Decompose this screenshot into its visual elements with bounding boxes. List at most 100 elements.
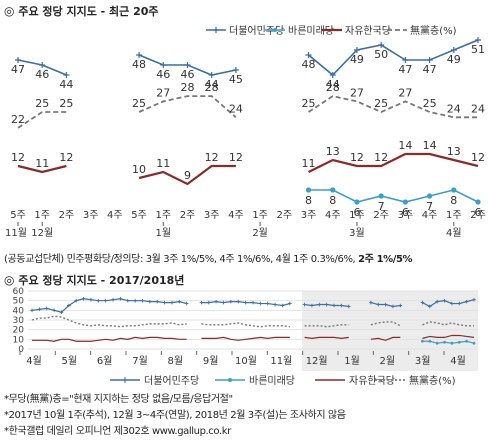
data-point — [305, 52, 312, 58]
x-tick-label: 5주 — [131, 210, 147, 221]
legend-item: 더불어민주당 — [110, 375, 199, 387]
data-point — [465, 339, 469, 343]
data-point — [475, 37, 481, 43]
x-tick-label: 4주 — [107, 210, 123, 221]
legend-item: 자유한국당 — [322, 25, 391, 37]
series-line — [422, 334, 475, 339]
legend-label: 無黨층(%) — [409, 374, 456, 387]
month-label: 5월 — [62, 355, 78, 367]
data-point — [435, 299, 439, 304]
x-tick-label: 3주 — [301, 210, 317, 221]
data-point — [383, 302, 388, 307]
data-label: 10 — [132, 163, 146, 176]
month-label: 6월 — [97, 355, 113, 367]
x-tick-label: 5주 — [10, 210, 26, 221]
data-label: 6 — [475, 206, 482, 219]
data-point — [118, 296, 123, 301]
data-label: 12 — [59, 151, 73, 164]
data-label: 50 — [374, 48, 388, 61]
data-point — [81, 296, 86, 301]
series-자유한국당: 12 11 12 10 11 9 12 12 11 13 12 12 14 14 13 12 — [11, 139, 485, 186]
data-label: 24 — [447, 102, 461, 115]
data-label: 51 — [471, 43, 485, 56]
data-label: 46 — [180, 68, 194, 81]
x-tick-label: 4주 — [325, 210, 341, 221]
x-tick-label: 3주 — [83, 210, 99, 221]
data-label: 25 — [59, 97, 73, 110]
data-point — [354, 199, 360, 205]
month-label: 2월 — [252, 227, 268, 239]
series-line — [138, 164, 236, 186]
data-label: 45 — [229, 73, 243, 86]
month-label: 4월 — [450, 355, 466, 367]
data-point — [329, 72, 336, 78]
data-point — [136, 52, 143, 58]
data-label: 12 — [11, 151, 25, 164]
footer-note-line: *한국갤럽 데일리 오피니언 제302호 www.gallup.co.kr — [4, 426, 231, 437]
data-point — [472, 341, 476, 345]
data-label: 8 — [329, 194, 336, 207]
x-tick-label: 2주 — [277, 210, 293, 221]
x-tick-label: 2주 — [59, 210, 75, 221]
legend-item: 無黨층(%) — [387, 24, 457, 37]
data-point — [402, 199, 408, 205]
x-tick-label: 2주 — [470, 210, 486, 221]
data-label: 47 — [11, 63, 25, 76]
series-바른미래당 — [421, 339, 476, 345]
data-label: 28 — [326, 81, 340, 94]
series-line — [304, 324, 349, 328]
data-point — [251, 300, 255, 305]
data-point — [63, 72, 70, 78]
data-label: 9 — [184, 169, 191, 182]
data-label: 11 — [156, 157, 170, 170]
month-label: 11월 — [270, 355, 292, 367]
x-tick-label: 2주 — [180, 210, 196, 221]
x-tick-label: 3주 — [398, 210, 414, 221]
legend-item: 더불어민주당 — [206, 25, 284, 37]
data-point — [346, 304, 351, 309]
data-point — [125, 298, 130, 303]
series-line — [308, 189, 479, 203]
data-label: 48 — [132, 58, 146, 71]
legend-item: 바른미래당 — [265, 25, 334, 37]
data-label: 47 — [423, 63, 437, 76]
series-line — [17, 164, 67, 174]
data-point — [229, 299, 233, 304]
data-label: 8 — [450, 194, 457, 207]
data-label: 7 — [426, 200, 433, 213]
data-label: 28 — [205, 81, 219, 94]
data-point — [443, 340, 446, 344]
month-label: 3월 — [415, 355, 431, 367]
minor-party-note-bold: 2주 1%/5% — [358, 254, 413, 265]
x-tick-label: 2주 — [373, 210, 389, 221]
data-point — [402, 57, 409, 63]
x-tick-label: 4주 — [422, 210, 438, 221]
data-point — [59, 310, 64, 315]
month-label: 3월 — [349, 227, 365, 239]
y-tick-label: 20 — [13, 326, 25, 336]
legend-item: 자유한국당 — [315, 375, 395, 387]
legend-item: 바른미래당 — [215, 375, 295, 387]
legend-marker — [273, 28, 277, 32]
series-無黨층(%) — [31, 315, 474, 328]
y-tick-label: 60 — [13, 287, 25, 297]
x-tick-label: 1주 — [252, 210, 268, 221]
data-label: 48 — [302, 58, 316, 71]
data-label: 12 — [374, 151, 388, 164]
data-point — [15, 57, 21, 63]
data-point — [426, 193, 433, 199]
data-point — [457, 301, 462, 306]
y-tick-label: 10 — [13, 335, 25, 345]
data-point — [155, 299, 160, 304]
month-label: 4월 — [26, 355, 42, 367]
series-line — [17, 111, 67, 129]
month-label: 10월 — [235, 355, 257, 367]
data-point — [464, 299, 469, 304]
data-point — [451, 187, 457, 193]
data-point — [378, 42, 385, 48]
data-point — [391, 304, 395, 309]
data-point — [305, 187, 312, 193]
data-point — [162, 300, 167, 305]
data-point — [44, 306, 49, 311]
data-point — [450, 301, 454, 306]
